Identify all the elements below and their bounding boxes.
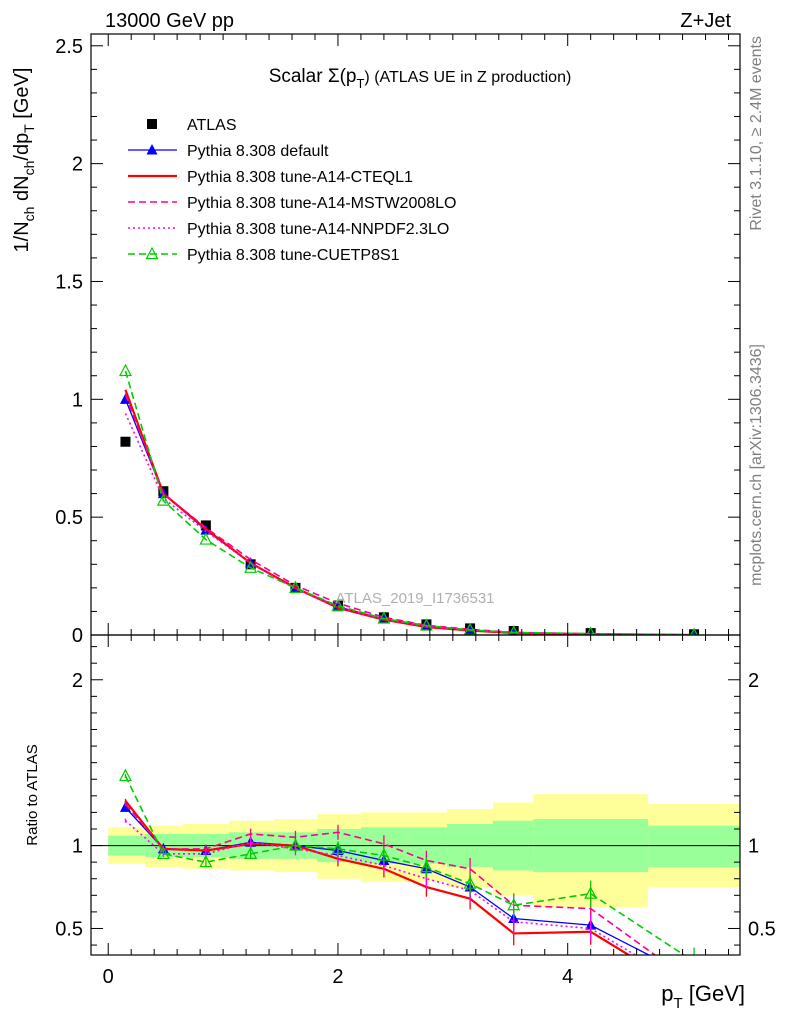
x-tick-label: 0 — [103, 966, 114, 988]
legend-marker-pythia-8-308-tune-cuetp8s1 — [145, 246, 159, 260]
main-y-axis-label: 1/Nch dNch/dpT [GeV] — [11, 68, 37, 253]
mcplots-label: mcplots.cern.ch [arXiv:1306.3436] — [748, 344, 765, 586]
uncertainty-band-inner — [648, 825, 740, 868]
main-point-pythia-8-308-tune-cuetp8s1 — [156, 493, 170, 506]
legend: ATLAS Pythia 8.308 default Pythia 8.308 tu… — [128, 117, 456, 264]
ratio-line-pythia-8-308-tune-a14-cteql1 — [124, 800, 631, 955]
rivet-version-label: Rivet 3.1.10, ≥ 2.4M events — [748, 36, 765, 231]
main-point-pythia-8-308-default — [119, 393, 131, 404]
main-y-tick-label: 1.5 — [55, 271, 83, 293]
main-point-pythia-8-308-tune-cuetp8s1 — [288, 580, 302, 593]
ratio-y-tick-label: 2 — [72, 670, 83, 692]
legend-label-pythia-8-308-tune-a14-cteql1: Pythia 8.308 tune-A14-CTEQL1 — [187, 169, 413, 186]
main-point-pythia-8-308-tune-cuetp8s1 — [508, 625, 519, 635]
main-point-pythia-8-308-tune-cuetp8s1 — [244, 560, 258, 573]
ratio-point-pythia-8-308-tune-cuetp8s1 — [156, 846, 170, 859]
ratio-point-pythia-8-308-tune-cuetp8s1 — [244, 846, 258, 859]
ratio-point-pythia-8-308-tune-cuetp8s1 — [693, 954, 695, 955]
chart-title-pre: Scalar Σ(p — [269, 66, 357, 87]
ratio-line-pythia-8-308-tune-a14-mstw2008lo — [124, 803, 657, 955]
main-point-pythia-8-308-tune-cuetp8s1 — [199, 532, 213, 545]
ratio-frame-border — [90, 634, 741, 956]
ratio-point-pythia-8-308-tune-cuetp8s1 — [463, 876, 477, 889]
ratio-point-pythia-8-308-tune-cuetp8s1 — [331, 841, 345, 854]
ratio-y-tick-label-right: 2 — [748, 670, 759, 692]
ratio-point-pythia-8-308-default — [119, 801, 131, 812]
analysis-id-label: ATLAS_2019_I1736531 — [335, 590, 494, 607]
ratio-point-pythia-8-308-tune-cuetp8s1 — [584, 886, 598, 899]
ratio-line-pythia-8-308-tune-a14-nnpdf2-3lo — [124, 820, 637, 955]
ratio-y-tick-label: 0.5 — [55, 918, 83, 940]
main-panel-data — [118, 363, 700, 635]
main-point-pythia-8-308-tune-cuetp8s1 — [690, 627, 698, 635]
collision-label: 13000 GeV pp — [105, 10, 234, 32]
main-line-pythia-8-308-tune-cuetp8s1 — [124, 370, 695, 635]
chart-title-sub: T — [356, 76, 364, 91]
main-y-tick-label: 0.5 — [55, 507, 83, 529]
ratio-point-pythia-8-308-tune-cuetp8s1 — [288, 838, 302, 851]
legend-marker-pythia-8-308-default — [146, 144, 158, 155]
ratio-y-tick-label-right: 0.5 — [748, 918, 776, 940]
legend-label-pythia-8-308-tune-a14-mstw2008lo: Pythia 8.308 tune-A14-MSTW2008LO — [187, 195, 456, 212]
legend-label-pythia-8-308-tune-a14-nnpdf2-3lo: Pythia 8.308 tune-A14-NNPDF2.3LO — [187, 221, 449, 238]
main-point-pythia-8-308-tune-cuetp8s1 — [118, 363, 132, 377]
main-y-tick-label: 2.5 — [55, 36, 83, 58]
chart-title-post: ) (ATLAS UE in Z production) — [364, 69, 571, 86]
ratio-y-axis-label: Ratio to ATLAS — [24, 744, 41, 845]
ratio-panel-data — [118, 768, 695, 955]
ratio-point-pythia-8-308-tune-cuetp8s1 — [419, 859, 433, 873]
legend-label-pythia-8-308-default: Pythia 8.308 default — [187, 143, 329, 160]
x-tick-label: 2 — [332, 966, 343, 988]
x-axis-label-sub: T — [673, 995, 682, 1012]
main-point-pythia-8-308-default — [690, 628, 698, 635]
chart-title: Scalar Σ(pT) (ATLAS UE in Z production) — [269, 66, 572, 91]
main-point-atlas — [120, 436, 131, 447]
process-label: Z+Jet — [680, 10, 731, 32]
main-y-tick-label: 1 — [72, 389, 83, 411]
main-point-pythia-8-308-tune-cuetp8s1 — [586, 626, 596, 635]
main-point-pythia-8-308-tune-cuetp8s1 — [419, 618, 433, 631]
main-panel-frame: 0 0.5 1 1.5 2 2.5 — [55, 33, 741, 647]
main-y-tick-label: 2 — [72, 154, 83, 176]
x-axis-label: pT [GeV] — [661, 981, 745, 1012]
ratio-line-pythia-8-308-tune-cuetp8s1 — [124, 775, 686, 955]
main-point-pythia-8-308-tune-cuetp8s1 — [377, 611, 391, 624]
ratio-point-pythia-8-308-tune-cuetp8s1 — [118, 768, 132, 782]
x-axis-label-pre: p — [661, 981, 673, 1006]
ratio-point-pythia-8-308-tune-cuetp8s1 — [199, 854, 213, 868]
main-y-tick-label: 0 — [72, 625, 83, 647]
x-axis-label-post: [GeV] — [683, 981, 745, 1006]
ratio-y-tick-label-right: 1 — [748, 836, 759, 858]
legend-marker-atlas — [147, 119, 157, 129]
ratio-point-pythia-8-308-tune-cuetp8s1 — [377, 848, 391, 861]
ratio-y-tick-label: 1 — [72, 836, 83, 858]
main-point-pythia-8-308-tune-cuetp8s1 — [331, 598, 345, 611]
legend-label-atlas: ATLAS — [187, 117, 237, 134]
x-tick-label: 4 — [562, 966, 573, 988]
ratio-panel-frame: 0.5 0.5 1 1 2 2 0 2 4 — [55, 634, 776, 988]
ratio-point-pythia-8-308-tune-cuetp8s1 — [507, 897, 521, 911]
legend-label-pythia-8-308-tune-cuetp8s1: Pythia 8.308 tune-CUETP8S1 — [187, 247, 400, 264]
